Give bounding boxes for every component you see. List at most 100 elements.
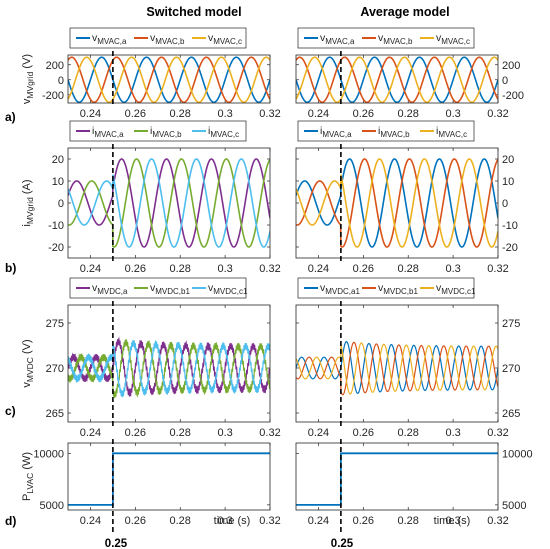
x-tick-label: 0.28 [398, 108, 419, 120]
legend-entry: iMVAC,b [150, 125, 182, 139]
y-tick-label: 0 [58, 198, 64, 210]
legend-main: v [378, 32, 384, 44]
legend-main: v [436, 32, 442, 44]
legend-sub: MVAC,a [322, 130, 352, 139]
y-tick-label: 5000 [40, 500, 64, 512]
legend-entry: vMVDC,c1 [208, 282, 248, 296]
step-marker-label-right: 0.25 [331, 538, 354, 549]
y-label-unit: (W) [21, 452, 33, 473]
x-tick-label: 0.28 [398, 427, 419, 439]
y-tick-label: 10 [52, 176, 64, 188]
legend-entry: vMVAC,b [378, 32, 413, 46]
column-title-average: Average model [360, 5, 449, 19]
y-label-sub: MVgrid [25, 71, 35, 98]
y-tick-label: -10 [48, 220, 64, 232]
y-tick-label: 270 [46, 363, 64, 375]
plot-area [68, 55, 270, 103]
legend-entry: vMVDC,a1 [320, 282, 360, 296]
legend-box [69, 120, 247, 142]
axes-box [67, 304, 271, 423]
legend-box [69, 277, 247, 299]
y-tick-label-right: 0 [502, 198, 508, 210]
y-tick-label: 200 [46, 60, 64, 72]
legend-main: v [320, 32, 326, 44]
legend-sub: MVAC,c [441, 37, 470, 46]
y-tick-label-right: 20 [502, 154, 514, 166]
legend-sub: MVAC,c [438, 130, 467, 139]
y-tick-label-right: 200 [502, 60, 520, 72]
x-tick-label: 0.24 [80, 263, 101, 275]
legend-main: i [208, 125, 210, 137]
legend-main: i [436, 125, 438, 137]
x-tick-label: 0.32 [259, 263, 280, 275]
series-line-2 [296, 158, 498, 248]
series-line-3 [296, 158, 498, 248]
series-line-2 [68, 158, 270, 248]
legend-sub: MVAC,b [383, 37, 413, 46]
series-line-1 [68, 336, 270, 397]
x-tick-label: 0.32 [259, 515, 280, 527]
series-line-1 [68, 158, 270, 248]
y-tick-label: 0 [58, 75, 64, 87]
y-tick-label: 265 [46, 408, 64, 420]
x-tick-label: 0.32 [259, 427, 280, 439]
plot-area [68, 305, 270, 422]
series-line-2 [68, 339, 270, 398]
y-tick-label-right: -200 [502, 90, 524, 102]
plot-area [296, 305, 498, 422]
y-label-main: i [21, 224, 33, 226]
panel-d-1: 0.24 0.26 0.28 0.3 0.32 5000 10000 [295, 439, 533, 532]
y-label-main: P [21, 494, 33, 501]
legend-entry: vMVDC,c1 [436, 282, 476, 296]
series-group [296, 158, 498, 248]
y-label-unit: (A) [21, 179, 33, 197]
y-tick-label-right: 275 [502, 318, 520, 330]
legend-main: v [92, 282, 98, 294]
series-line-3 [296, 342, 498, 395]
row-label-d: d) [5, 514, 16, 528]
legend-entry: vMVAC,b [150, 32, 185, 46]
x-tick-label: 0.26 [353, 515, 374, 527]
x-tick-label: 0.24 [80, 515, 101, 527]
axes-box [295, 304, 499, 423]
row-label-c: c) [5, 404, 16, 418]
x-tick-label: 0.3 [217, 263, 232, 275]
column-title-switched: Switched model [146, 5, 241, 19]
x-tick-label: 0.24 [80, 427, 101, 439]
series-group [68, 158, 270, 248]
x-tick-label: 0.24 [308, 263, 329, 275]
y-axis-label: PLVAC (W) [21, 452, 35, 501]
axes-box [67, 147, 271, 259]
y-tick-label: -20 [48, 242, 64, 254]
legend-main: v [320, 282, 326, 294]
series-line-3 [68, 339, 270, 398]
legend-entry: vMVAC,c [208, 32, 242, 46]
series-line-1 [296, 158, 498, 248]
legend-main: i [150, 125, 152, 137]
legend-entry: iMVAC,b [378, 125, 410, 139]
y-tick-label-right: 5000 [502, 500, 526, 512]
y-label-unit: (V) [21, 54, 33, 72]
x-tick-label: 0.3 [217, 427, 232, 439]
x-tick-label: 0.26 [125, 515, 146, 527]
legend-sub: MVDC,b1 [155, 287, 190, 296]
legend-main: i [92, 125, 94, 137]
plot-area [68, 148, 270, 258]
y-axis-label: iMVgrid (A) [21, 179, 35, 226]
axes-box [295, 442, 499, 511]
series-line-1 [296, 56, 498, 103]
legend-sub: MVAC,a [97, 37, 127, 46]
series-line-3 [296, 56, 498, 103]
legend-sub: MVAC,b [380, 130, 410, 139]
x-tick-label: 0.3 [445, 108, 460, 120]
legend-sub: MVAC,b [152, 130, 182, 139]
legend-sub: MVAC,a [94, 130, 124, 139]
x-tick-label: 0.3 [445, 263, 460, 275]
x-tick-label: 0.3 [217, 108, 232, 120]
x-tick-label: 0.28 [398, 263, 419, 275]
legend-entry: vMVAC,a [92, 32, 127, 46]
legend-main: v [150, 282, 156, 294]
legend-box [297, 27, 475, 49]
series-group [296, 341, 498, 396]
